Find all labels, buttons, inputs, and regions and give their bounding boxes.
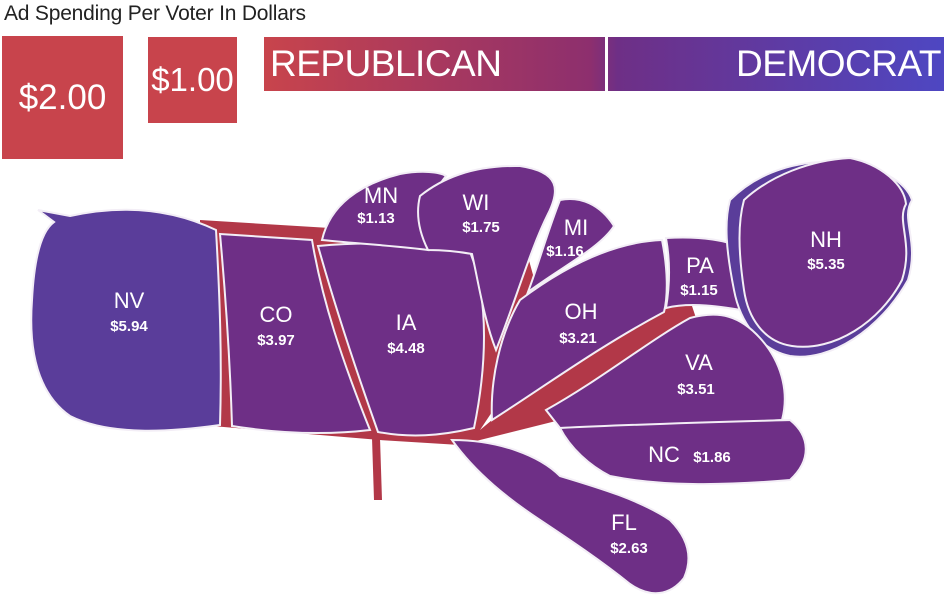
state-co-label: CO: [260, 302, 293, 327]
state-oh-value: $3.21: [559, 330, 597, 347]
state-mi-shape: [525, 198, 616, 295]
state-mn-value: $1.13: [357, 210, 395, 227]
state-fl-label: FL: [611, 510, 637, 535]
state-fl-shape: [450, 438, 690, 595]
state-nc-value: $1.86: [693, 449, 731, 466]
state-mn-label: MN: [364, 183, 398, 208]
state-nv-shape: [30, 208, 222, 432]
state-nv-label: NV: [114, 288, 145, 313]
state-nh-value: $5.35: [807, 256, 845, 273]
map-title: Ad Spending Per Voter In Dollars: [4, 2, 306, 25]
state-co-value: $3.97: [257, 332, 295, 349]
state-wi-shape: [417, 164, 556, 353]
state-ia-value: $4.48: [387, 340, 425, 357]
state-wi-value: $1.75: [462, 219, 500, 236]
state-nc-label: NC: [648, 442, 680, 467]
state-nh-label: NH: [810, 227, 842, 252]
state-va-label: VA: [685, 350, 713, 375]
state-wi-label: WI: [463, 190, 490, 215]
democrat-label: DEMOCRAT: [736, 43, 941, 84]
state-mn-shape: [320, 170, 448, 252]
state-oh-label: OH: [565, 299, 598, 324]
state-nc-shape: [558, 418, 807, 486]
legend-size-two-dollars: $2.00: [2, 36, 123, 159]
state-fl-value: $2.63: [610, 540, 648, 557]
state-ia-label: IA: [396, 310, 417, 335]
state-pa-value: $1.15: [680, 282, 718, 299]
state-va-value: $3.51: [677, 381, 715, 398]
scale-divider: [605, 37, 608, 91]
state-mi-label: MI: [564, 215, 588, 240]
state-co-shape: [218, 232, 372, 434]
state-oh-shape: [490, 238, 668, 422]
republican-seam-stem: [372, 438, 382, 500]
state-pa-label: PA: [686, 253, 714, 278]
state-nv-value: $5.94: [110, 318, 148, 335]
legend-size-one-dollar: $1.00: [148, 37, 237, 123]
state-nh-shape: [738, 156, 908, 348]
party-color-scale: REPUBLICAN DEMOCRAT: [264, 37, 944, 91]
state-mi-value: $1.16: [546, 243, 584, 260]
republican-label: REPUBLICAN: [270, 43, 502, 84]
